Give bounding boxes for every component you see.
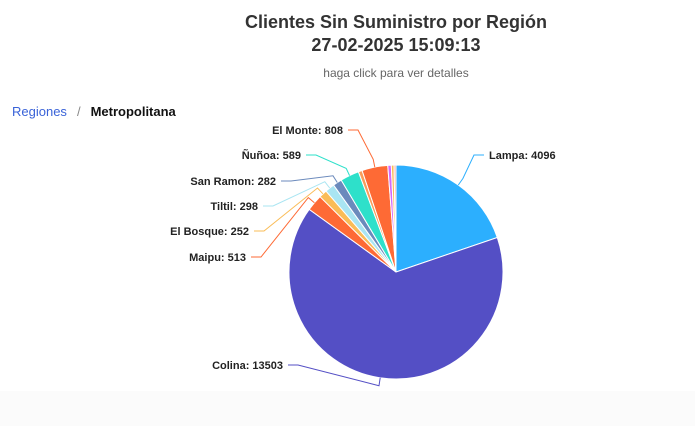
data-label-el-bosque: El Bosque: 252 [170,226,249,238]
pie-slices [288,164,504,380]
data-label-lampa: Lampa: 4096 [489,150,556,162]
data-label-san-ramon: San Ramon: 282 [190,176,276,188]
data-label-tiltil: Tiltil: 298 [211,201,258,213]
data-label-nunoa: Ñuñoa: 589 [242,149,301,162]
connector-lampa [457,154,484,186]
pie-labels: Lampa: 4096 Colina: 13503 Maipu: 513 El Bos… [170,125,556,372]
connector-el-monte [348,129,376,168]
pie-slice-lampa[interactable] [395,164,498,273]
breadcrumb-separator: / [76,104,81,119]
chart-subtitle: haga click para ver detalles [323,66,469,80]
connector-colina [288,364,381,387]
pie-connectors [251,129,484,387]
breadcrumb-link-regiones[interactable]: Regiones [12,104,67,119]
connector-maipu [251,196,315,258]
footer-band [0,391,695,426]
connector-tiltil [263,181,331,207]
chart-timestamp: 27-02-2025 15:09:13 [311,35,481,55]
breadcrumb: Regiones / Metropolitana [12,104,176,119]
pie-slice-other-11[interactable] [393,164,397,273]
data-label-maipu: Maipu: 513 [189,252,246,264]
connector-san-ramon [281,175,338,183]
connector-el-bosque [254,187,324,232]
breadcrumb-current: Metropolitana [90,104,176,119]
connector-nunoa [306,154,351,176]
chart-title: Clientes Sin Suministro por Región [244,12,548,32]
pie-slice-colina[interactable] [288,208,504,380]
data-label-colina: Colina: 13503 [212,360,283,372]
data-label-el-monte: El Monte: 808 [272,125,343,137]
